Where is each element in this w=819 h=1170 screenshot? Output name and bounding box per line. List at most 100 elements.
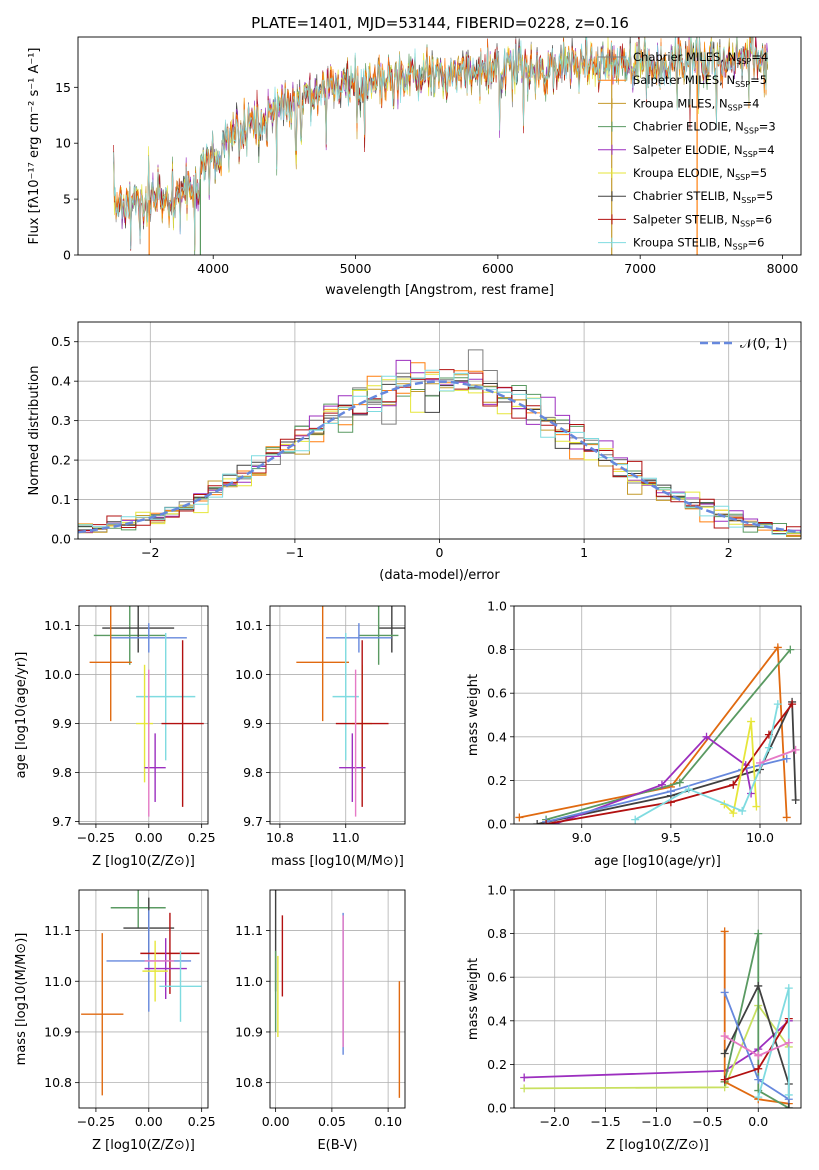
x-tick-label: 1 [580,545,588,560]
residual-histogram [78,369,801,539]
plot-area [89,606,204,817]
y-tick-label: 10.9 [44,1024,72,1039]
y-axis-label: Normed distribution [27,366,42,496]
legend-label: Chabrier MILES, NSSP=4 [633,50,768,66]
y-tick-label: 11.1 [44,923,72,938]
weight-marker [520,1073,529,1082]
weight-marker [754,1093,763,1102]
y-tick-label: 9.8 [52,765,72,780]
axes-frame [513,889,802,1109]
legend-subscript: SSP [740,219,755,228]
x-tick-label: 0.00 [135,830,163,845]
weight-line [545,757,787,823]
weight-marker [747,717,756,726]
legend-model: Kroupa STELIB, N [633,236,733,250]
y-tick-label: 0.8 [487,926,507,941]
x-tick-label: −0.25 [77,1114,115,1129]
y-tick-label: 0.0 [487,817,507,832]
x-tick-label: 10.0 [746,830,774,845]
legend-model: Kroupa MILES, N [633,96,728,110]
axes-frame [78,889,209,1109]
x-tick-label: 0.00 [135,1114,163,1129]
x-tick-label: −0.5 [692,1114,722,1129]
legend-model: Salpeter STELIB, N [633,212,740,226]
plot-area [274,890,401,1098]
weight-line [519,644,788,819]
legend-model: Chabrier MILES, N [633,50,736,64]
weight-marker [675,778,684,787]
weight-marker [515,813,524,822]
x-tick-label: 11.0 [332,830,360,845]
x-axis-label: mass [log10(M/M⊙)] [271,854,404,869]
weight-marker [764,743,773,752]
y-tick-label: 0.6 [487,686,507,701]
weight-marker [720,1032,729,1041]
x-tick-label: 0.10 [374,1114,402,1129]
y-axis-label: age [log10(age/yr)] [14,652,29,779]
y-tick-label: 0.2 [487,1057,507,1072]
x-tick-label: −2 [141,545,159,560]
legend-model: Salpeter ELODIE, N [633,143,743,157]
axes-frame [77,321,802,540]
y-tick-label: 9.9 [243,716,263,731]
axes-weight-vs-Z: −2.0 −1.5 −1.0 −0.5 0.0 0.0 0.2 0.4 0.6 0.8 1.0 Z [… [466,883,802,1153]
legend-label: Chabrier ELODIE, NSSP=3 [633,120,776,136]
axes-age-vs-Z: −0.25 0.00 0.25 9.7 9.8 9.9 10.0 10.1 Z [log10(Z… [14,605,216,869]
y-tick-label: 5 [63,192,71,207]
weight-marker [773,700,782,709]
legend-label: Salpeter ELODIE, NSSP=4 [633,143,775,159]
y-tick-label: 11.0 [235,974,263,989]
x-tick-label: 6000 [482,261,514,276]
x-tick-label: 4000 [197,261,229,276]
legend-label: Salpeter MILES, NSSP=5 [633,73,767,89]
y-tick-label: 0.8 [487,642,507,657]
legend-nssp: =5 [750,73,767,87]
weight-marker [720,1049,729,1058]
legend-label: Kroupa MILES, NSSP=4 [633,96,759,112]
plot-area [296,606,405,817]
x-tick-label: 0.00 [262,1114,290,1129]
y-tick-label: 1.0 [487,883,507,898]
weight-marker [754,981,763,990]
weight-marker [520,1084,529,1093]
weight-marker [784,1038,793,1047]
weight-marker [786,645,795,654]
legend-subscript: SSP [735,173,750,182]
legend-label: Kroupa STELIB, NSSP=6 [633,236,764,252]
x-tick-label: 10.8 [266,830,294,845]
legend-subscript: SSP [736,57,751,66]
y-tick-label: 0.4 [487,1013,507,1028]
weight-marker [631,815,640,824]
x-tick-label: 9.5 [661,830,681,845]
weight-marker [542,820,551,824]
axes-frame [77,36,802,256]
y-tick-label: 9.7 [52,814,72,829]
y-tick-label: 10.1 [235,618,263,633]
axes-weight-vs-age: 9.0 9.5 10.0 0.0 0.2 0.4 0.6 0.8 1.0 age [log10(a… [466,599,802,869]
axes-frame [513,605,802,825]
legend-nssp: =4 [743,96,760,110]
weight-marker [788,700,797,709]
y-tick-label: 11.1 [235,923,263,938]
plot-area [78,349,801,539]
weight-marker [754,1051,763,1060]
y-tick-label: 10.0 [44,667,72,682]
weight-marker [684,785,693,794]
legend-model: Chabrier ELODIE, N [633,120,744,134]
weight-marker [720,927,729,936]
y-axis-label: Flux [fλ10⁻¹⁷ erg cm⁻² s⁻¹ A⁻¹] [27,48,42,245]
plot-area [515,643,800,824]
x-tick-label: −1 [286,545,304,560]
y-tick-label: 10.0 [235,667,263,682]
axes-mass-vs-Z: −0.25 0.00 0.25 10.8 10.9 11.0 11.1 Z [log10(Z/… [14,889,216,1153]
weight-marker [754,929,763,938]
weight-marker [752,802,761,811]
weight-marker [754,1075,763,1084]
legend-model: Kroupa ELODIE, N [633,166,735,180]
y-tick-label: 10.8 [235,1075,263,1090]
legend-model: Salpeter MILES, N [633,73,735,87]
weight-marker [702,732,711,741]
x-tick-label: 0.25 [188,830,216,845]
y-tick-label: 0.6 [487,970,507,985]
